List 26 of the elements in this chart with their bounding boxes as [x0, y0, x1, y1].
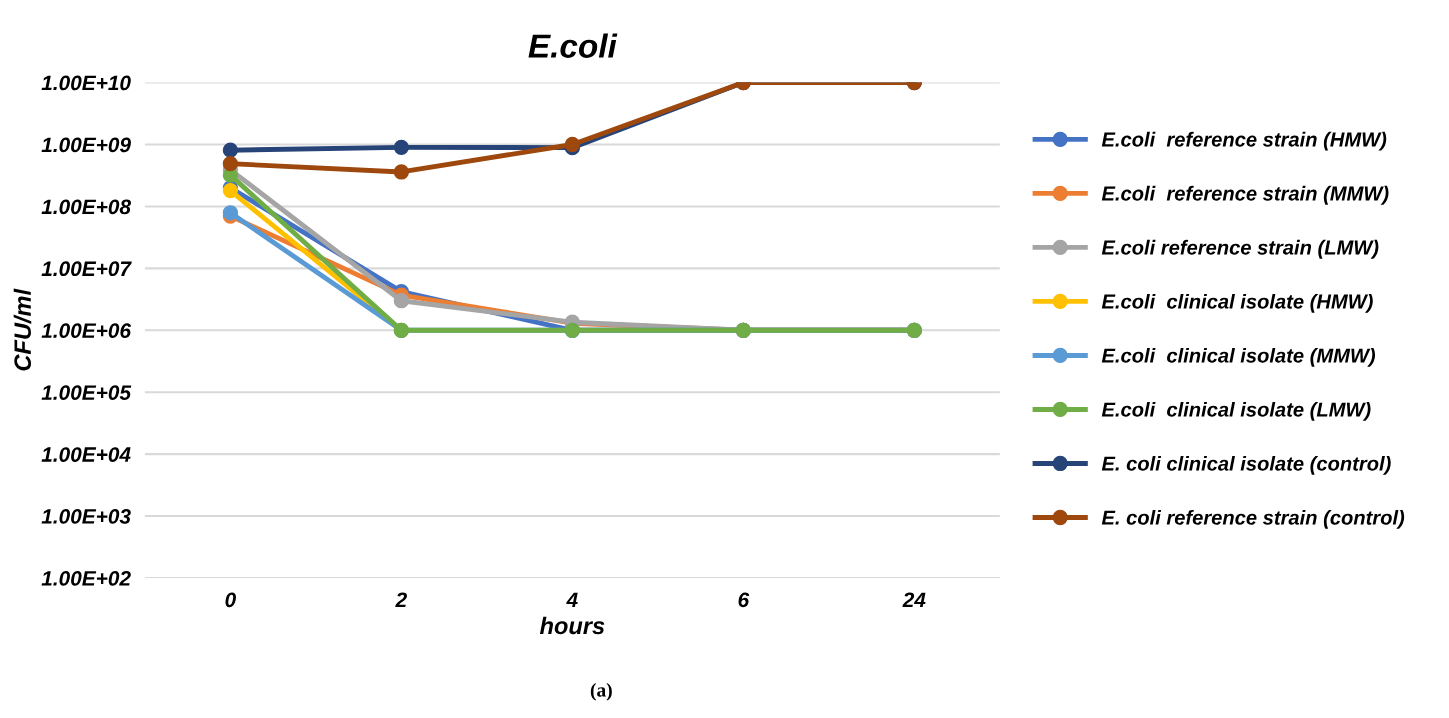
- y-tick-label: 1.00E+08: [41, 199, 131, 215]
- text: (a): [590, 682, 612, 701]
- legend-label: E.coli clinical isolate (MMW): [1101, 347, 1376, 367]
- y-tick-label: 1.00E+04: [41, 447, 131, 462]
- x-tick-label: 24: [902, 592, 926, 607]
- y-tick-label: 1.00E+06: [41, 323, 132, 339]
- y-tick-label: 1.00E+07: [41, 261, 132, 277]
- x-axis-title: hours: [539, 616, 605, 635]
- x-tick-label: 6: [738, 592, 750, 608]
- y-tick-label: 1.00E+09: [41, 137, 131, 153]
- legend-label: E.coli clinical isolate (HMW): [1101, 293, 1373, 313]
- legend-label: E.coli clinical isolate (LMW): [1101, 401, 1371, 421]
- legend-label: E.coli reference strain (MMW): [1101, 185, 1389, 205]
- legend-label: E.coli reference strain (LMW): [1101, 239, 1379, 259]
- x-tick-label: 4: [566, 592, 578, 607]
- chart-title: E.coli: [528, 33, 618, 58]
- x-tick-label: 2: [395, 592, 407, 607]
- x-tick-label: 0: [225, 592, 236, 608]
- y-tick-label: 1.00E+05: [41, 385, 132, 400]
- legend-label: E. coli clinical isolate (control): [1101, 455, 1391, 475]
- y-tick-label: 1.00E+10: [41, 75, 131, 91]
- y-axis-title: CFU/ml: [13, 288, 32, 371]
- y-tick-label: 1.00E+03: [41, 509, 131, 524]
- y-tick-label: 1.00E+02: [41, 570, 131, 586]
- legend-label: E. coli reference strain (control): [1101, 509, 1405, 529]
- legend-label: E.coli reference strain (HMW): [1101, 131, 1387, 151]
